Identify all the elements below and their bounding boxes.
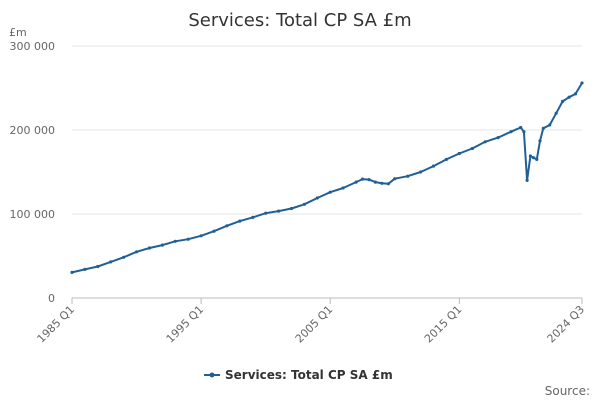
data-point [328, 190, 332, 194]
x-tick-label: 2015 Q1 [422, 303, 465, 346]
x-ticks: 1985 Q1 1995 Q1 2005 Q1 2015 Q1 2024 Q3 [35, 298, 588, 346]
data-point [225, 224, 229, 228]
y-tick-label: 300 000 [10, 40, 56, 53]
data-point [554, 111, 558, 115]
data-point [548, 123, 552, 127]
data-point [541, 126, 545, 130]
legend[interactable]: Services: Total CP SA £m [204, 368, 393, 382]
data-point [573, 92, 578, 96]
data-point [525, 178, 529, 182]
data-point [83, 267, 87, 271]
data-point [289, 206, 294, 211]
data-point [580, 81, 584, 85]
data-point [302, 202, 306, 206]
x-tick-label: 2005 Q1 [293, 303, 336, 346]
data-point [528, 154, 533, 158]
data-point [354, 180, 358, 184]
legend-marker-icon [209, 372, 215, 378]
data-point [212, 229, 216, 233]
y-tick-label: 200 000 [10, 124, 56, 137]
data-point [380, 181, 384, 185]
data-point [367, 178, 371, 182]
data-point [496, 136, 500, 140]
data-point [251, 215, 255, 219]
data-point [122, 255, 126, 259]
data-point [483, 140, 487, 144]
data-point [419, 170, 423, 174]
data-point [341, 186, 345, 190]
data-point [160, 243, 164, 247]
data-point [238, 219, 242, 223]
data-point [393, 177, 397, 181]
series-line [71, 82, 583, 274]
data-point [96, 264, 100, 269]
data-point [70, 270, 74, 274]
data-point [360, 177, 365, 181]
data-point [519, 125, 523, 130]
legend-label: Services: Total CP SA £m [225, 368, 393, 382]
gridlines [72, 45, 582, 215]
y-tick-label: 100 000 [10, 208, 56, 221]
y-tick-labels: 0 100 000 200 000 300 000 [10, 40, 56, 305]
y-axis-unit: £m [9, 26, 27, 39]
x-tick-label: 2024 Q3 [545, 303, 588, 346]
data-point [315, 196, 319, 200]
data-point [199, 234, 203, 238]
data-point [186, 237, 190, 241]
data-point [532, 156, 536, 160]
data-point [147, 246, 152, 250]
data-point [264, 211, 268, 215]
data-point [444, 157, 448, 161]
x-tick-label: 1985 Q1 [35, 303, 78, 346]
x-tick-label: 1995 Q1 [164, 303, 207, 346]
data-point [522, 130, 526, 134]
data-point [386, 182, 390, 186]
data-point [535, 157, 539, 161]
data-point [431, 164, 436, 168]
data-point [277, 209, 281, 213]
data-point [135, 250, 139, 254]
chart-title: Services: Total CP SA £m [188, 10, 411, 31]
source-label: Source: [545, 384, 590, 398]
data-point [457, 151, 461, 156]
data-point [109, 260, 113, 264]
data-point [538, 139, 542, 143]
data-point [406, 174, 410, 178]
data-point [373, 180, 377, 184]
series-points [70, 81, 584, 274]
data-point [561, 99, 565, 103]
data-point [567, 95, 571, 99]
data-point [173, 239, 177, 243]
data-point [509, 130, 513, 134]
y-tick-label: 0 [48, 292, 55, 305]
data-point [470, 146, 474, 151]
